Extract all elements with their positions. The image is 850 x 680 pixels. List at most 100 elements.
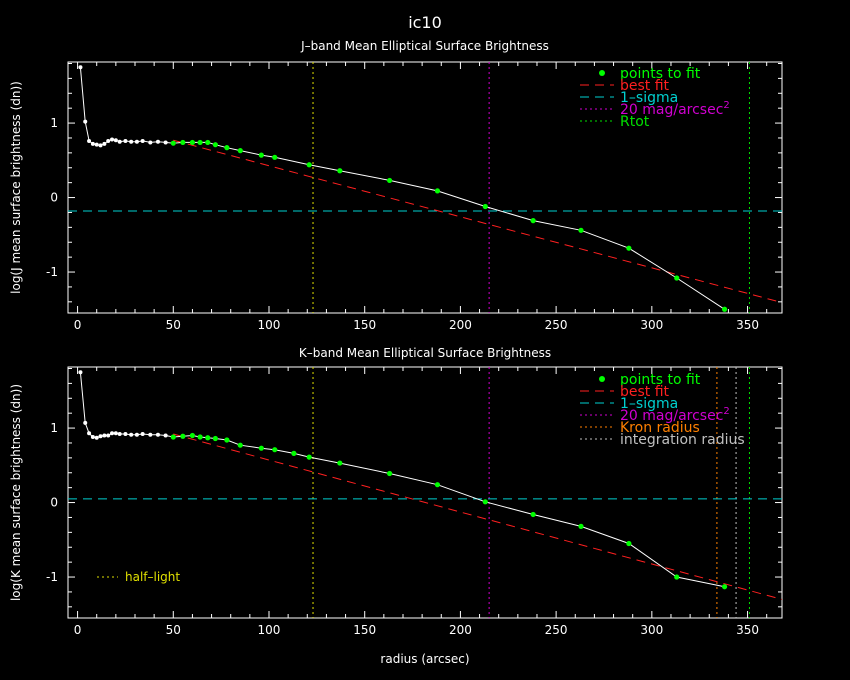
j-band-chart-title: J–band Mean Elliptical Surface Brightnes… — [300, 39, 549, 53]
j-band-fit-point — [197, 139, 203, 146]
k-band-fit-point — [530, 511, 536, 518]
k-band-fit-point — [189, 432, 196, 439]
j-band-fit-point — [180, 139, 186, 146]
j-band-x-tick-label: 50 — [166, 318, 181, 332]
k-band-profile-point — [155, 432, 160, 437]
k-band-best-fit-line — [173, 433, 782, 600]
j-band-fit-point — [212, 142, 218, 148]
k-band-plot-area — [68, 367, 782, 618]
j-band-fit-point — [306, 162, 312, 168]
j-band-x-tick-label: 350 — [736, 318, 759, 332]
j-band-profile-point — [102, 141, 107, 146]
k-band-profile-point — [140, 432, 145, 437]
k-band-profile-point — [98, 434, 103, 439]
j-band-profile-point — [87, 138, 92, 143]
k-band-x-tick-label: 200 — [449, 623, 472, 637]
j-band-legend-label: points to fit — [620, 66, 701, 82]
j-band-x-tick-label: 100 — [258, 318, 281, 332]
j-band-fit-point — [578, 227, 584, 233]
k-band-fit-point — [337, 460, 343, 466]
j-band-fit-point — [721, 306, 728, 312]
k-band-fit-point — [237, 442, 243, 448]
k-band-fit-point — [170, 434, 176, 440]
j-band-profile-point — [123, 138, 128, 143]
k-band-x-tick-label: 250 — [545, 623, 568, 637]
j-band-plot-area — [68, 62, 782, 313]
k-band-legend-marker — [599, 376, 605, 382]
j-band-legend-label: best fit — [620, 78, 670, 94]
j-band-legend-marker — [599, 70, 605, 76]
j-band-legend-label: 1–sigma — [620, 90, 678, 106]
j-band-legend-label: Rtot — [620, 114, 650, 130]
j-band-legend-superscript: 2 — [723, 100, 729, 111]
j-band-profile-point — [106, 138, 111, 143]
k-band-profile-point — [83, 420, 88, 425]
j-band-x-tick-label: 250 — [545, 318, 568, 332]
k-band-profile-point — [78, 370, 83, 375]
k-band-fit-point — [197, 434, 203, 440]
k-band-profile-point — [163, 433, 168, 438]
j-band-profile-point — [94, 142, 99, 147]
k-band-fit-point — [434, 482, 441, 488]
j-band-fit-point — [626, 245, 632, 251]
k-band-fit-point — [180, 433, 186, 439]
k-band-profile-point — [87, 431, 92, 436]
k-band-legend-label: integration radius — [620, 432, 745, 448]
j-band-fit-point — [530, 218, 536, 224]
j-band-profile-point — [78, 65, 83, 70]
j-band-fit-point — [258, 152, 264, 158]
k-band-chart-title: K–band Mean Elliptical Surface Brightnes… — [299, 346, 551, 360]
j-band-fit-point — [237, 148, 243, 154]
k-band-x-tick-label: 50 — [166, 623, 181, 637]
k-band-profile-point — [110, 431, 115, 436]
k-band-half-light-label: half–light — [125, 570, 180, 584]
k-band-x-tick-label: 350 — [736, 623, 759, 637]
k-band-x-tick-label: 300 — [640, 623, 663, 637]
j-band-legend-label: 20 mag/arcsec2 — [620, 100, 730, 118]
k-band-legend-label: 1–sigma — [620, 396, 678, 412]
j-band-fit-point — [189, 139, 196, 146]
j-band-fit-point — [205, 139, 211, 146]
k-band-profile-point — [106, 433, 111, 438]
j-band-fit-point — [386, 177, 393, 184]
j-band-profile-point — [98, 143, 103, 148]
j-band-profile-point — [83, 119, 88, 124]
k-band-legend-label: best fit — [620, 384, 670, 400]
k-band-fit-point — [306, 454, 312, 460]
k-band-fit-point — [482, 499, 488, 505]
j-band-fit-point — [482, 203, 488, 210]
j-band-profile-point — [129, 139, 134, 144]
j-band-fit-point — [337, 168, 343, 174]
k-band-y-axis-label: log(K mean surface brightness (dn)) — [9, 384, 23, 601]
k-band-profile-point — [148, 432, 153, 437]
j-band-profile-point — [117, 139, 122, 144]
k-band-legend-label: Kron radius — [620, 420, 700, 436]
k-band-legend-label: points to fit — [620, 372, 701, 388]
j-band-profile-point — [155, 139, 160, 144]
j-band-profile-point — [134, 139, 139, 144]
k-band-axes-frame — [67, 366, 783, 619]
k-band-y-tick-label: 0 — [50, 496, 58, 510]
j-band-x-tick-label: 150 — [353, 318, 376, 332]
k-band-legend-superscript: 2 — [723, 406, 729, 417]
k-band-profile-point — [113, 431, 118, 436]
j-band-profile-point — [113, 138, 118, 143]
k-band-x-tick-label: 150 — [353, 623, 376, 637]
j-band-y-tick-label: 0 — [50, 191, 58, 205]
k-band-fit-point — [212, 435, 218, 442]
k-band-x-tick-label: 100 — [258, 623, 281, 637]
j-band-x-tick-label: 300 — [640, 318, 663, 332]
x-axis-label: radius (arcsec) — [380, 652, 469, 666]
j-band-fit-point — [170, 140, 176, 146]
j-band-x-tick-label: 200 — [449, 318, 472, 332]
k-band-y-tick-label: 1 — [50, 421, 58, 435]
k-band-profile-point — [94, 435, 99, 440]
j-band-fit-point — [674, 275, 680, 281]
j-band-fit-point — [272, 154, 278, 160]
j-band-fit-point — [434, 188, 441, 194]
k-band-profile-point — [123, 432, 128, 437]
k-band-profile-point — [129, 432, 134, 437]
